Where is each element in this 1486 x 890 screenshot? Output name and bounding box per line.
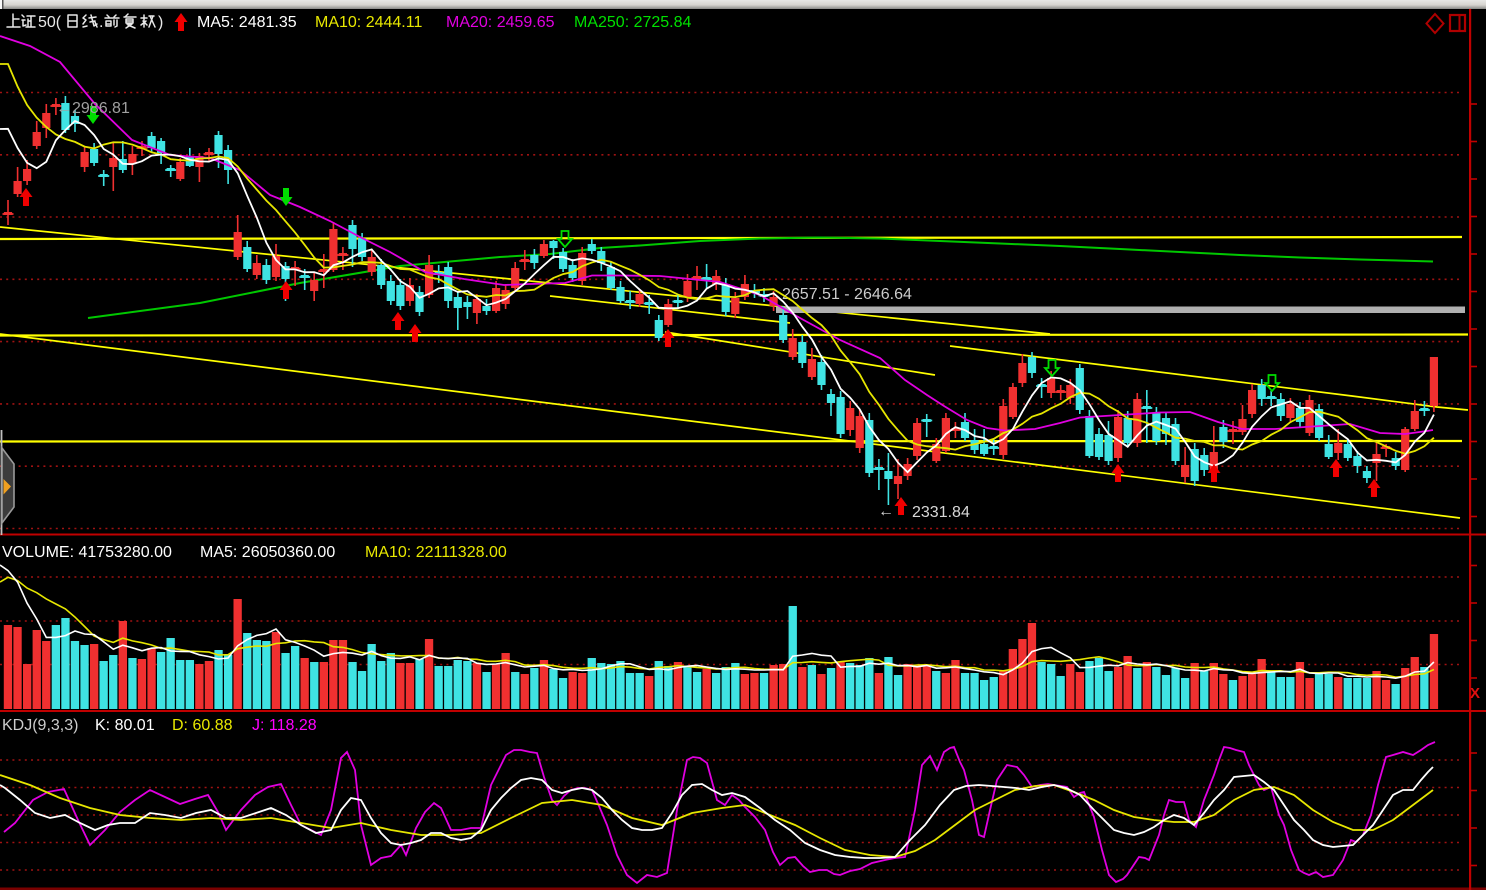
svg-text:D: 60.88: D: 60.88 xyxy=(172,717,233,734)
svg-text:2331.84: 2331.84 xyxy=(912,504,970,521)
svg-text:K: 80.01: K: 80.01 xyxy=(95,717,155,734)
svg-text:2657.51 - 2646.64: 2657.51 - 2646.64 xyxy=(782,286,912,303)
svg-text:←: ← xyxy=(878,503,894,520)
svg-text:MA10: 2444.11: MA10: 2444.11 xyxy=(315,14,422,31)
svg-text:KDJ(9,3,3): KDJ(9,3,3) xyxy=(2,717,78,734)
svg-text:MA10: 22111328.00: MA10: 22111328.00 xyxy=(365,544,507,561)
svg-text:MA5: 2481.35: MA5: 2481.35 xyxy=(197,14,297,31)
svg-text:50(: 50( xyxy=(38,14,62,31)
svg-text:MA5: 26050360.00: MA5: 26050360.00 xyxy=(200,544,335,561)
svg-text:VOLUME: 41753280.00: VOLUME: 41753280.00 xyxy=(2,544,172,561)
svg-text:.: . xyxy=(99,14,103,31)
svg-text:MA20: 2459.65: MA20: 2459.65 xyxy=(446,14,555,31)
svg-text:MA250: 2725.84: MA250: 2725.84 xyxy=(574,14,692,31)
svg-text:): ) xyxy=(158,14,163,31)
svg-text:J: 118.28: J: 118.28 xyxy=(252,717,317,734)
svg-text:X: X xyxy=(1470,685,1480,702)
svg-text:←2986.81: ←2986.81 xyxy=(56,100,130,117)
